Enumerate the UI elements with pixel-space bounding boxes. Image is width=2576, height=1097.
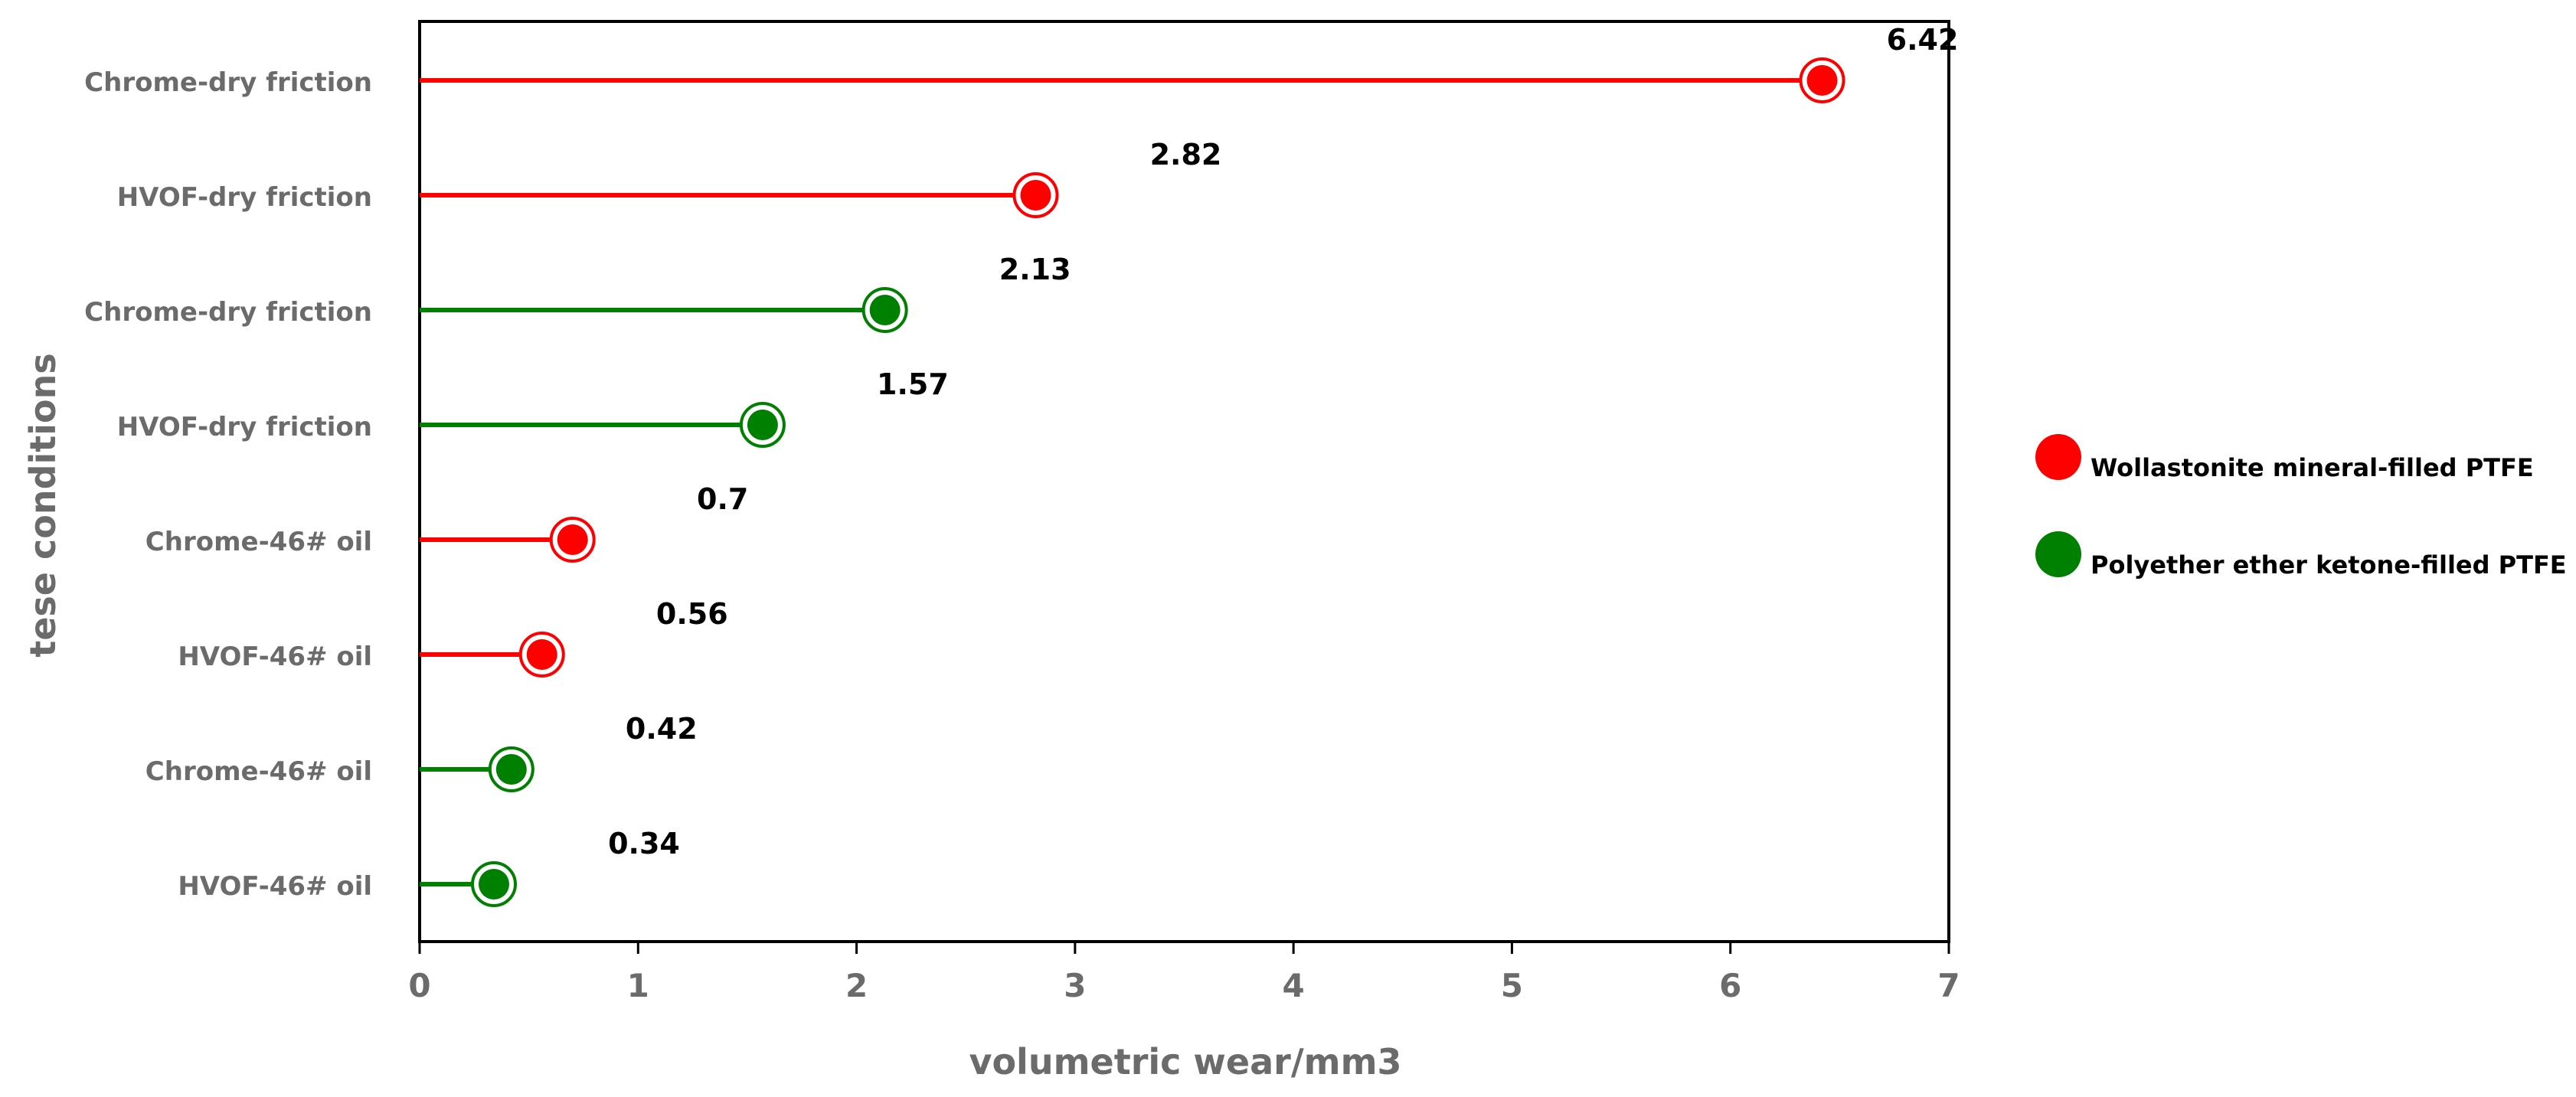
- x-tick-label: 0: [408, 967, 430, 1004]
- data-label: 0.34: [608, 827, 680, 860]
- x-tick-label: 2: [845, 967, 868, 1004]
- lollipop-marker: [1012, 172, 1059, 218]
- y-axis-labels: Chrome-dry friction HVOF-dry friction Chro…: [84, 67, 372, 902]
- stems-group: [420, 78, 1822, 886]
- value-labels-group: 6.42 2.82 2.13 1.57 0.7 0.56 0.42 0.34: [608, 23, 1958, 860]
- data-label: 2.82: [1150, 138, 1222, 171]
- x-tick-label: 7: [1937, 967, 1960, 1004]
- x-tick-label: 3: [1064, 967, 1086, 1004]
- legend-item: Wollastonite mineral-filled PTFE: [2035, 434, 2534, 482]
- y-category-label: Chrome-46# oil: [145, 756, 372, 787]
- data-label: 1.57: [877, 367, 949, 401]
- lollipop-marker: [470, 861, 517, 907]
- legend-label: Wollastonite mineral-filled PTFE: [2091, 453, 2534, 482]
- lollipop-marker: [1799, 57, 1845, 103]
- x-axis-ticks: 0 1 2 3 4 5 6 7: [408, 942, 1960, 1004]
- y-category-label: Chrome-dry friction: [84, 297, 372, 328]
- legend-label: Polyether ether ketone-filled PTFE: [2091, 550, 2567, 580]
- y-category-label: HVOF-dry friction: [117, 412, 372, 442]
- legend: Wollastonite mineral-filled PTFE Polyethe…: [2035, 434, 2567, 580]
- y-category-label: Chrome-46# oil: [145, 527, 372, 557]
- x-tick-label: 4: [1283, 967, 1305, 1004]
- lollipop-marker: [861, 287, 908, 333]
- data-label: 2.13: [999, 253, 1071, 286]
- y-axis-title: tese conditions: [22, 353, 64, 658]
- y-category-label: HVOF-46# oil: [178, 642, 372, 672]
- plot-frame: [418, 20, 1950, 943]
- y-category-label: HVOF-46# oil: [178, 871, 372, 902]
- x-tick-label: 6: [1719, 967, 1741, 1004]
- x-tick-label: 5: [1501, 967, 1523, 1004]
- data-label: 0.56: [656, 597, 728, 631]
- legend-swatch: [2035, 531, 2081, 577]
- x-tick-label: 1: [627, 967, 649, 1004]
- legend-item: Polyether ether ketone-filled PTFE: [2035, 531, 2567, 580]
- legend-swatch: [2035, 434, 2081, 480]
- lollipop-marker: [549, 517, 596, 563]
- data-label: 0.42: [626, 712, 698, 746]
- lollipop-marker: [518, 632, 565, 677]
- markers-group: [470, 57, 1845, 907]
- y-category-label: HVOF-dry friction: [117, 182, 372, 213]
- lollipop-marker: [739, 402, 786, 448]
- lollipop-marker: [488, 746, 534, 792]
- data-label: 6.42: [1887, 23, 1959, 57]
- y-category-label: Chrome-dry friction: [84, 67, 372, 98]
- x-axis-title: volumetric wear/mm3: [969, 1041, 1401, 1082]
- data-label: 0.7: [697, 482, 748, 516]
